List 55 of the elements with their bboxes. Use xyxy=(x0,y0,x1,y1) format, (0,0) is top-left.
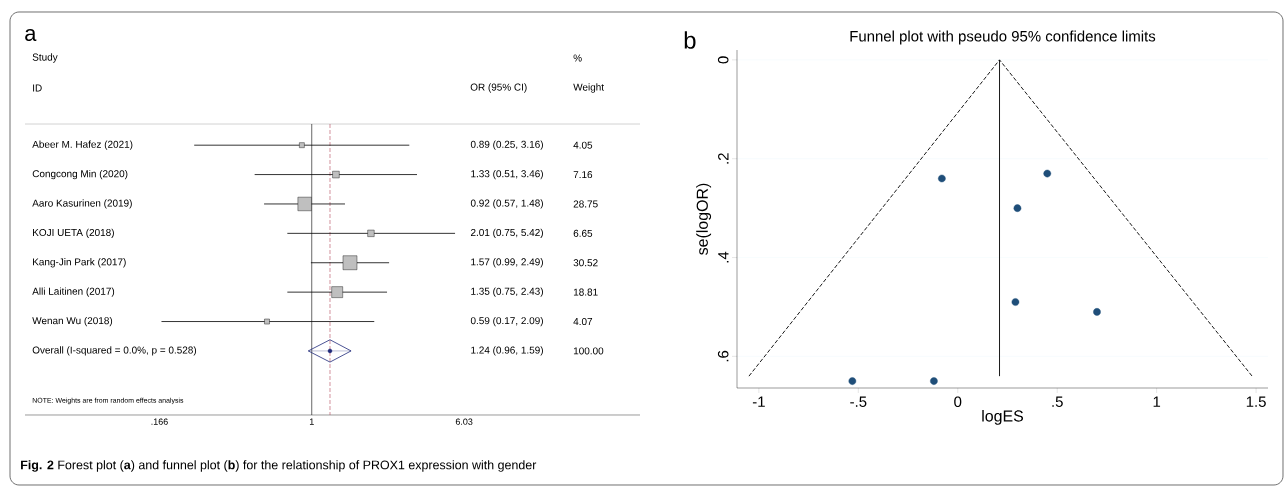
x-tick-label: .5 xyxy=(1052,396,1063,407)
point xyxy=(1011,298,1020,306)
text: % xyxy=(573,54,582,62)
category-label: Congcong Min (2020) xyxy=(32,169,128,180)
text: b xyxy=(684,31,696,49)
text: Study xyxy=(32,53,58,63)
text: a xyxy=(25,28,37,41)
annotation: 1.57 (0.99, 2.49) xyxy=(471,258,543,268)
text: ID xyxy=(33,84,42,92)
annotation: 1.35 (0.75, 2.43) xyxy=(471,287,543,297)
y-tick-label: .4 xyxy=(718,251,729,263)
annotation: 18.81 xyxy=(573,288,598,296)
y-tick-label: 0 xyxy=(717,56,729,64)
annotation: 4.05 xyxy=(573,141,593,149)
annotation: 1.33 (0.51, 3.46) xyxy=(471,169,543,180)
y-axis-title: se(logOR) xyxy=(696,183,712,255)
text: Fig. 2 Forest plot (a) and funnel plot (b) for the relationship of PROX1 expression with gender xyxy=(21,460,537,472)
x-tick-label: -1 xyxy=(752,396,765,407)
x-tick-label: 6.03 xyxy=(455,418,473,425)
x-tick-label: 1.5 xyxy=(1246,396,1266,407)
category-label: Wenan Wu (2018) xyxy=(32,316,113,327)
x-axis-title: logES xyxy=(982,409,1024,425)
x-tick-label: 1 xyxy=(1153,396,1161,407)
category-label: Overall (I-squared = 0.0%, p = 0.528) xyxy=(32,346,197,356)
annotation: 6.65 xyxy=(573,229,593,237)
annotation: 28.75 xyxy=(573,200,598,208)
point xyxy=(1013,204,1022,212)
y-tick-label: .2 xyxy=(718,153,729,164)
y-tick-label: .6 xyxy=(717,350,729,362)
text: OR (95% CI) xyxy=(470,83,527,93)
category-label: Alli Laitinen (2017) xyxy=(32,287,115,297)
annotation: 7.16 xyxy=(573,171,593,179)
x-tick-label: 1 xyxy=(309,418,314,425)
x-tick-label: 0 xyxy=(954,396,962,408)
chart-title: Funnel plot with pseudo 95% confidence limits xyxy=(850,30,1156,45)
annotation: 4.07 xyxy=(573,318,593,326)
annotation: 0.92 (0.57, 1.48) xyxy=(470,199,543,209)
category-label: Kang-Jin Park (2017) xyxy=(33,258,126,268)
text: Weight xyxy=(573,83,604,93)
category-label: KOJI UETA (2018) xyxy=(33,228,114,238)
annotation: 100.00 xyxy=(573,347,604,355)
point xyxy=(1093,308,1101,316)
x-tick-label: -.5 xyxy=(850,396,867,407)
x-tick-label: .166 xyxy=(151,418,168,425)
annotation: 0.59 (0.17, 2.09) xyxy=(470,316,543,327)
category-label: Aaro Kasurinen (2019) xyxy=(32,199,132,209)
point xyxy=(930,377,938,385)
category-label: Abeer M. Hafez (2021) xyxy=(32,140,133,150)
annotation: 0.89 (0.25, 3.16) xyxy=(470,140,543,150)
annotation: 1.24 (0.96, 1.59) xyxy=(471,346,543,356)
point xyxy=(938,174,946,183)
annotation: 30.52 xyxy=(573,259,598,267)
point xyxy=(848,377,857,385)
annotation: 2.01 (0.75, 5.42) xyxy=(470,228,543,238)
point xyxy=(1043,169,1052,178)
